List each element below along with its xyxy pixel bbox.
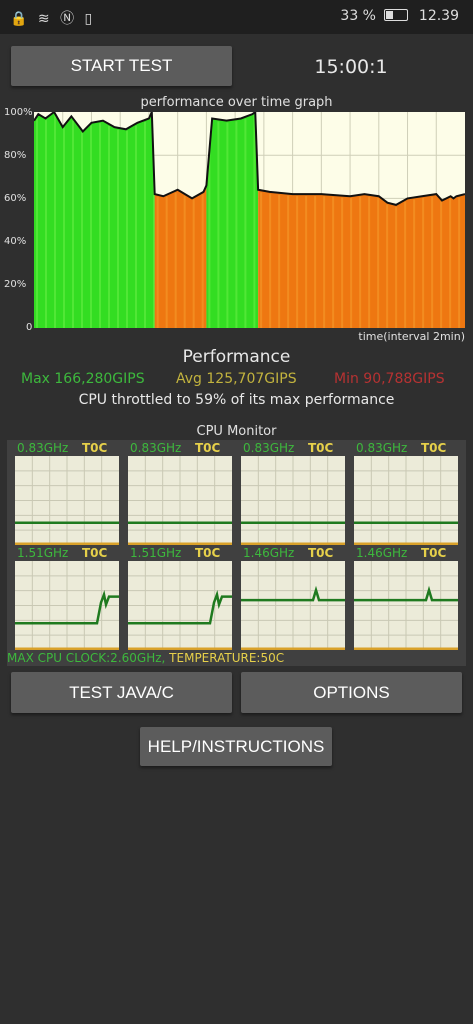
- test-java-c-button[interactable]: TEST JAVA/C: [11, 672, 232, 713]
- cpu-monitor-panel: 0.83GHz T0C 0.83GHz T0C 0.83GHz T0C 0.83GHz T0C…: [7, 440, 466, 666]
- core-temperature: T0C: [308, 441, 334, 455]
- temperature: TEMPERATURE:50C: [169, 651, 285, 665]
- clock: 12.39: [418, 8, 459, 24]
- graph-area-segment: [258, 189, 465, 328]
- performance-line: [34, 112, 465, 206]
- max-cpu-clock: MAX CPU CLOCK:2.60GHz,: [7, 651, 166, 665]
- cpu-core-graph: 1.46GHz T0C: [354, 546, 458, 650]
- core-trace-graph: [15, 561, 119, 650]
- y-tick-label: 80%: [4, 150, 27, 161]
- battery-percent: 33 %: [340, 8, 376, 24]
- max-performance: Max 166,280GIPS: [21, 371, 145, 387]
- graph-area-segment: [154, 185, 207, 328]
- core-frequency: 0.83GHz: [243, 441, 295, 455]
- core-trace-graph: [354, 561, 458, 650]
- cpu-monitor-title: CPU Monitor: [196, 424, 277, 439]
- timer: 15:00:1: [314, 56, 388, 78]
- battery-icon: [384, 9, 409, 21]
- core-frequency: 1.51GHz: [130, 546, 182, 560]
- performance-graph: [34, 112, 465, 328]
- status-icons: 🔒 ≋ Ⓝ ▯: [10, 11, 96, 27]
- core-temperature: T0C: [195, 441, 221, 455]
- performance-title: Performance: [182, 347, 291, 367]
- core-trace-graph: [241, 456, 345, 545]
- core-temperature: T0C: [195, 546, 221, 560]
- core-temperature: T0C: [421, 546, 447, 560]
- start-test-button[interactable]: START TEST: [11, 46, 232, 86]
- cpu-core-graph: 0.83GHz T0C: [354, 441, 458, 545]
- core-temperature: T0C: [82, 441, 108, 455]
- core-trace-line: [15, 590, 119, 625]
- core-trace-graph: [128, 561, 232, 650]
- status-right: 33 % 12.39: [340, 8, 459, 24]
- core-frequency: 0.83GHz: [130, 441, 182, 455]
- graph-title: performance over time graph: [140, 95, 333, 110]
- core-trace-graph: [354, 456, 458, 545]
- cpu-core-graph: 1.51GHz T0C: [15, 546, 119, 650]
- core-frequency: 0.83GHz: [356, 441, 408, 455]
- core-trace-graph: [128, 456, 232, 545]
- core-frequency: 0.83GHz: [17, 441, 69, 455]
- core-trace-graph: [15, 456, 119, 545]
- graph-area-segment: [206, 112, 259, 328]
- y-tick-label: 20%: [4, 279, 27, 290]
- throttle-status: CPU throttled to 59% of its max performa…: [78, 392, 395, 408]
- graph-fills: [34, 112, 465, 328]
- core-trace-line: [128, 590, 232, 625]
- y-tick-label: 0: [26, 322, 33, 333]
- core-frequency: 1.51GHz: [17, 546, 69, 560]
- min-performance: Min 90,788GIPS: [334, 371, 445, 387]
- options-button[interactable]: OPTIONS: [241, 672, 462, 713]
- core-frequency: 1.46GHz: [243, 546, 295, 560]
- cpu-footer: MAX CPU CLOCK:2.60GHz, TEMPERATURE:50C: [7, 651, 284, 665]
- cpu-core-graph: 1.46GHz T0C: [241, 546, 345, 650]
- cpu-core-graph: 0.83GHz T0C: [241, 441, 345, 545]
- core-temperature: T0C: [308, 546, 334, 560]
- core-temperature: T0C: [421, 441, 447, 455]
- y-tick-label: 60%: [4, 193, 27, 204]
- avg-performance: Avg 125,707GIPS: [176, 371, 297, 387]
- core-trace-line: [241, 585, 345, 602]
- core-trace-line: [354, 585, 458, 602]
- status-bar: 🔒 ≋ Ⓝ ▯ 33 % 12.39: [0, 0, 473, 34]
- core-trace-graph: [241, 561, 345, 650]
- y-tick-label: 100%: [4, 107, 33, 118]
- help-instructions-button[interactable]: HELP/INSTRUCTIONS: [140, 727, 332, 766]
- cpu-core-graph: 0.83GHz T0C: [128, 441, 232, 545]
- cpu-core-graph: 1.51GHz T0C: [128, 546, 232, 650]
- core-frequency: 1.46GHz: [356, 546, 408, 560]
- core-temperature: T0C: [82, 546, 108, 560]
- y-tick-label: 40%: [4, 236, 27, 247]
- cpu-core-graph: 0.83GHz T0C: [15, 441, 119, 545]
- x-axis-label: time(interval 2min): [358, 330, 465, 343]
